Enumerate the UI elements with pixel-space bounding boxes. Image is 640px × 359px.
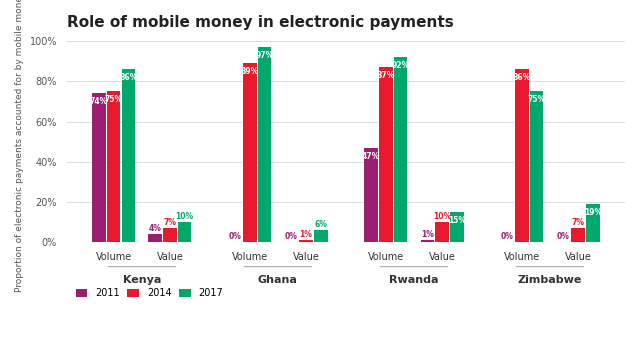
Text: 92%: 92% <box>392 61 410 70</box>
Text: 0%: 0% <box>500 232 513 242</box>
Text: 7%: 7% <box>572 218 584 227</box>
Text: 75%: 75% <box>104 95 123 104</box>
Bar <box>394 57 407 242</box>
Bar <box>163 228 177 242</box>
Text: 75%: 75% <box>527 95 546 104</box>
Bar <box>92 93 106 242</box>
Text: 87%: 87% <box>376 71 395 80</box>
Text: 0%: 0% <box>285 232 298 242</box>
Legend: 2011, 2014, 2017: 2011, 2014, 2017 <box>72 284 227 302</box>
Text: 74%: 74% <box>90 97 108 106</box>
Text: 86%: 86% <box>119 73 138 82</box>
Text: 86%: 86% <box>513 73 531 82</box>
Bar <box>243 63 257 242</box>
Text: 4%: 4% <box>148 224 162 233</box>
Text: 97%: 97% <box>255 51 273 60</box>
Bar <box>314 230 328 242</box>
Bar <box>178 222 191 242</box>
Bar <box>515 69 529 242</box>
Text: 47%: 47% <box>362 152 380 161</box>
Text: Rwanda: Rwanda <box>389 275 438 285</box>
Bar <box>450 212 463 242</box>
Text: 0%: 0% <box>557 232 570 242</box>
Text: 89%: 89% <box>241 67 259 76</box>
Bar <box>364 148 378 242</box>
Text: 19%: 19% <box>584 208 602 217</box>
Bar <box>586 204 600 242</box>
Bar <box>122 69 135 242</box>
Text: Zimbabwe: Zimbabwe <box>518 275 582 285</box>
Bar <box>572 228 585 242</box>
Bar <box>530 91 543 242</box>
Bar <box>300 241 313 242</box>
Text: Role of mobile money in electronic payments: Role of mobile money in electronic payme… <box>67 15 454 30</box>
Text: Kenya: Kenya <box>123 275 161 285</box>
Bar <box>258 47 271 242</box>
Text: 7%: 7% <box>163 218 177 227</box>
Bar <box>107 91 120 242</box>
Text: 10%: 10% <box>175 212 194 221</box>
Y-axis label: Proportion of electronic payments accounted for by mobile money: Proportion of electronic payments accoun… <box>15 0 24 292</box>
Text: 0%: 0% <box>228 232 241 242</box>
Bar <box>148 234 162 242</box>
Bar <box>420 241 434 242</box>
Text: Ghana: Ghana <box>258 275 298 285</box>
Text: 1%: 1% <box>421 230 434 239</box>
Text: 1%: 1% <box>300 230 312 239</box>
Bar <box>379 67 392 242</box>
Text: 10%: 10% <box>433 212 451 221</box>
Bar <box>435 222 449 242</box>
Text: 6%: 6% <box>314 220 327 229</box>
Text: 15%: 15% <box>448 216 466 225</box>
